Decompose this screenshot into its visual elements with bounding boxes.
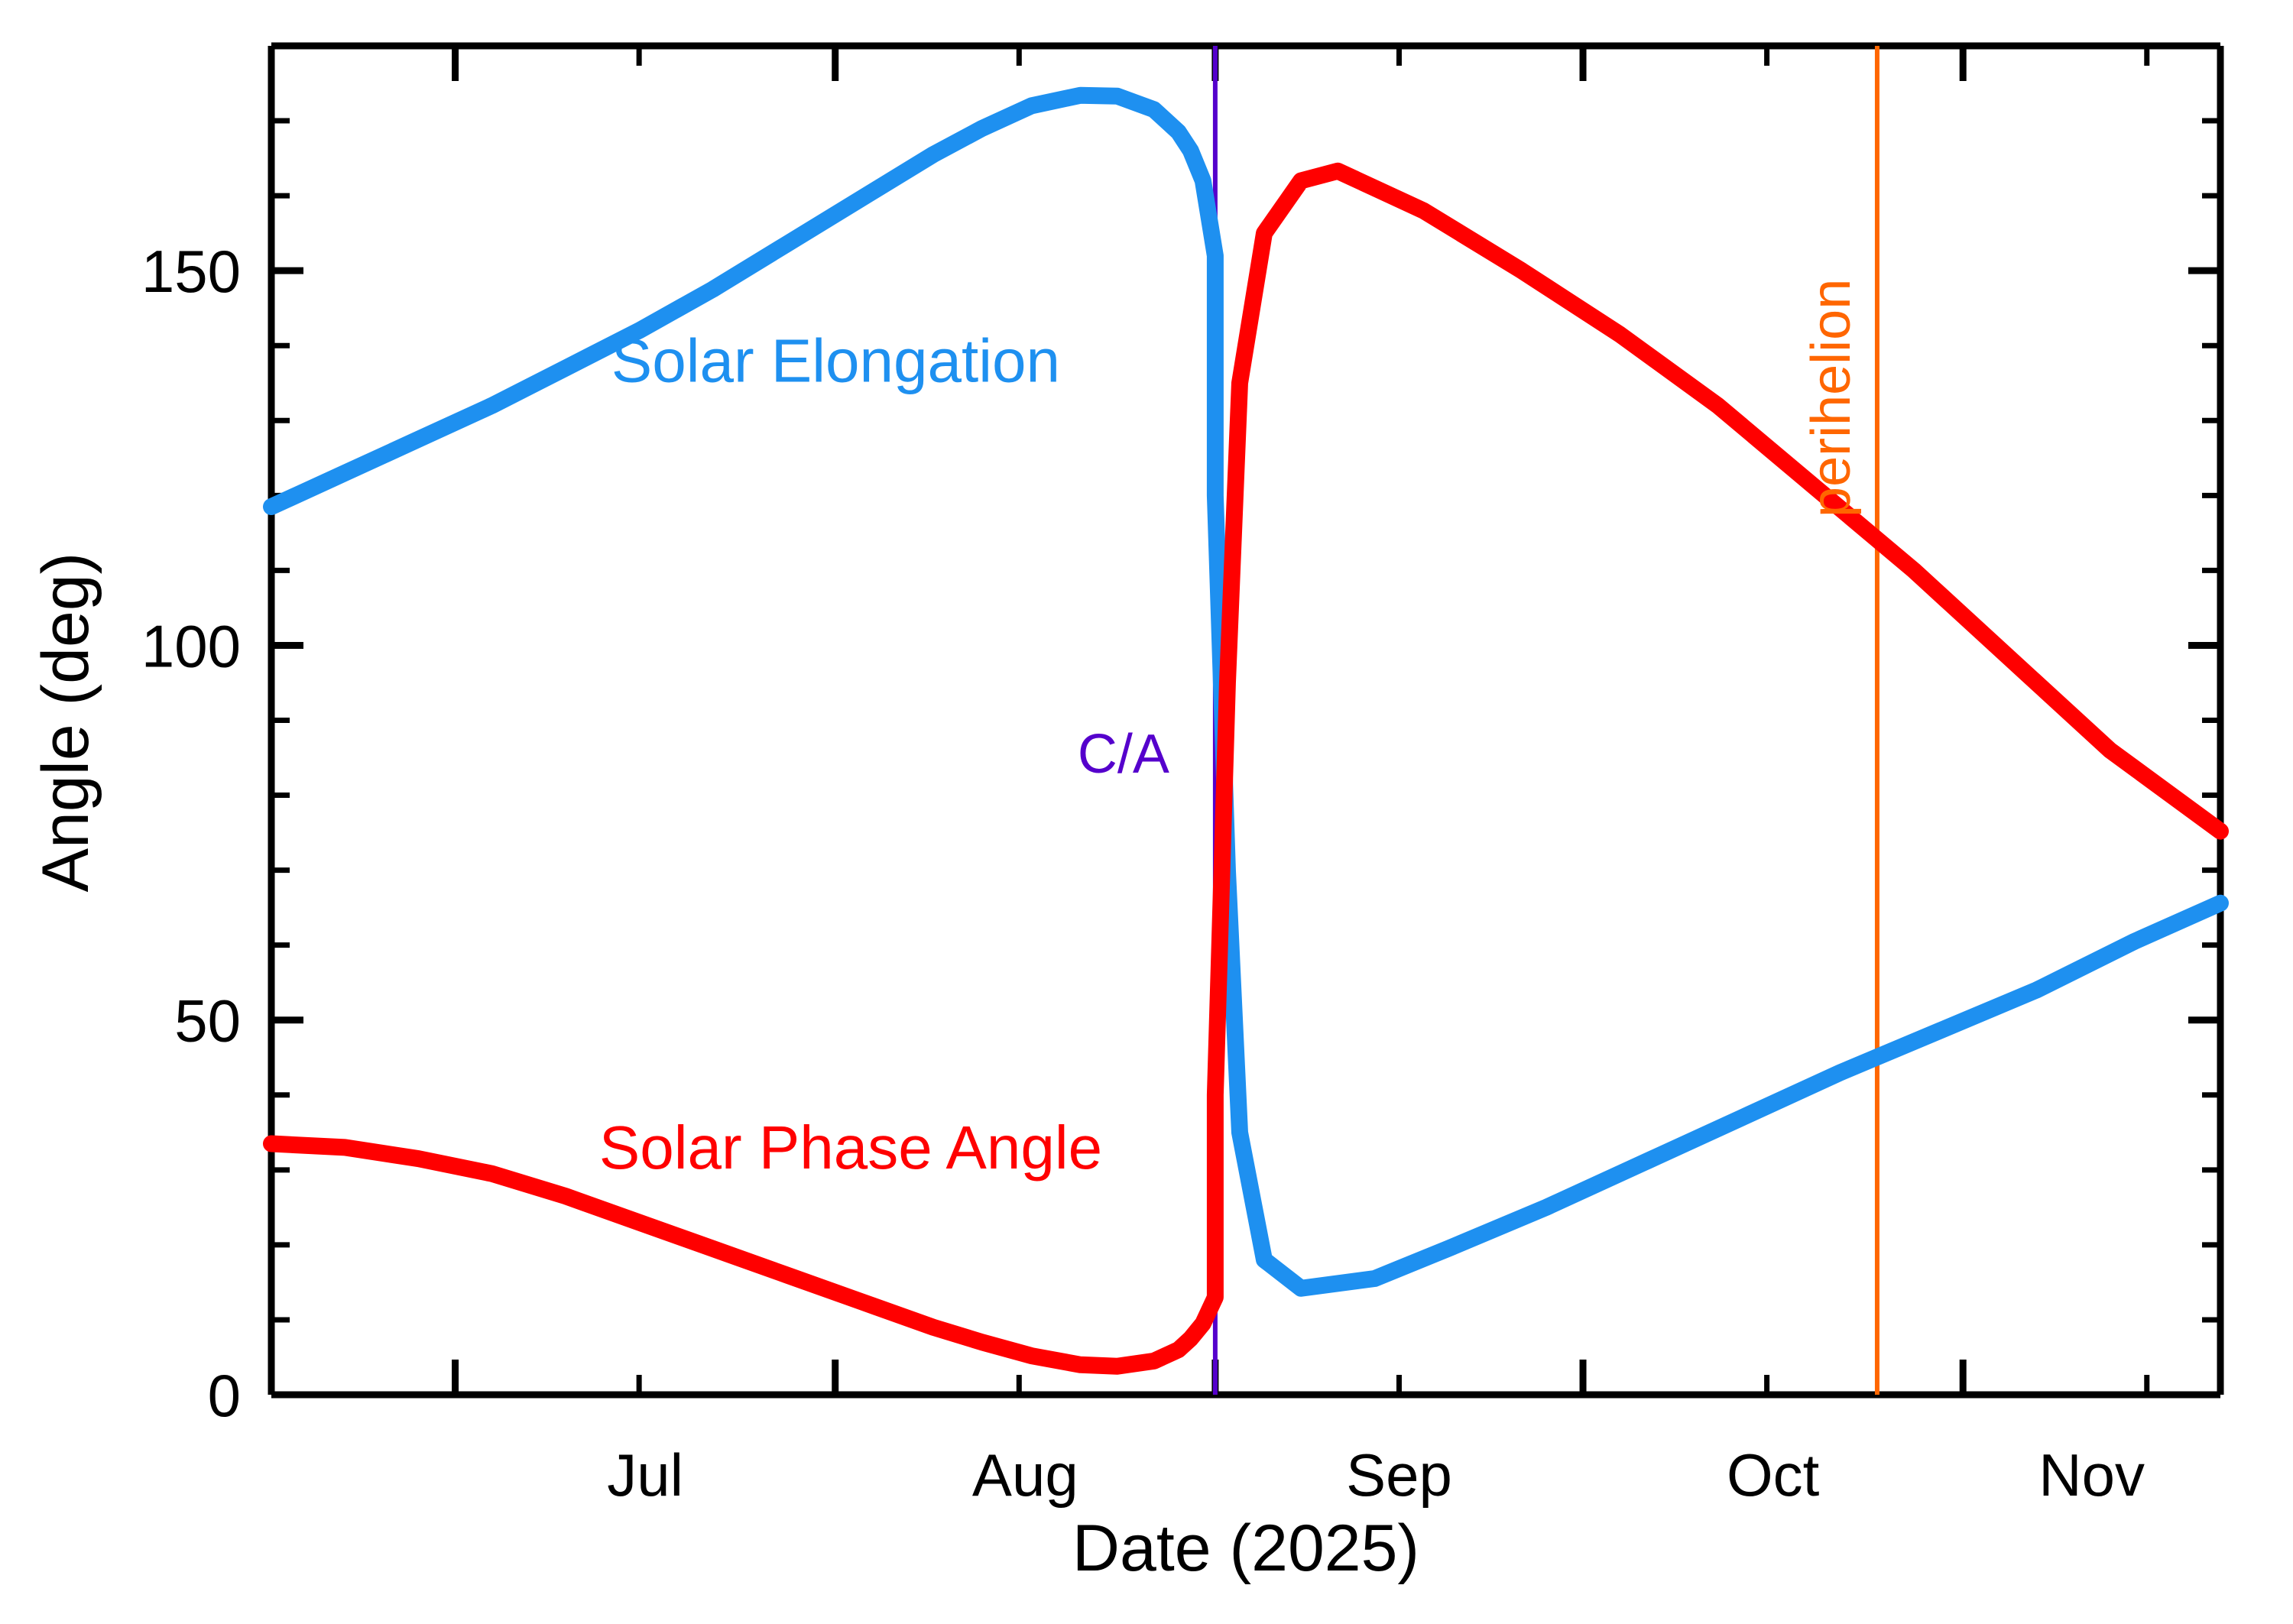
x-tick-label: Oct xyxy=(1727,1441,1820,1509)
y-tick-labels: 0 50 100 150 xyxy=(141,238,241,1429)
y-tick-label: 150 xyxy=(141,238,241,305)
series-label-solar-phase-angle: Solar Phase Angle xyxy=(599,1113,1102,1182)
x-axis-title: Date (2025) xyxy=(1072,1512,1419,1585)
x-tick-labels: Jul Aug Sep Oct Nov xyxy=(607,1441,2145,1509)
series-label-solar-elongation: Solar Elongation xyxy=(611,327,1060,395)
series-line-solar-phase-angle xyxy=(263,162,2229,1375)
y-tick-label: 100 xyxy=(141,612,241,679)
data-series-group xyxy=(263,86,2229,1375)
closest-approach-label: C/A xyxy=(1078,724,1169,785)
y-tick-label: 50 xyxy=(174,987,241,1055)
y-axis-ticks xyxy=(271,118,2220,1399)
x-tick-label: Sep xyxy=(1346,1441,1452,1509)
series-line-solar-elongation xyxy=(263,86,2229,1297)
y-axis-title: Angle (deg) xyxy=(29,553,102,893)
perihelion-label: perihelion xyxy=(1801,279,1862,517)
x-tick-label: Jul xyxy=(607,1441,683,1509)
y-tick-label: 0 xyxy=(208,1362,241,1429)
x-tick-label: Nov xyxy=(2038,1441,2145,1509)
x-tick-label: Aug xyxy=(972,1441,1078,1509)
